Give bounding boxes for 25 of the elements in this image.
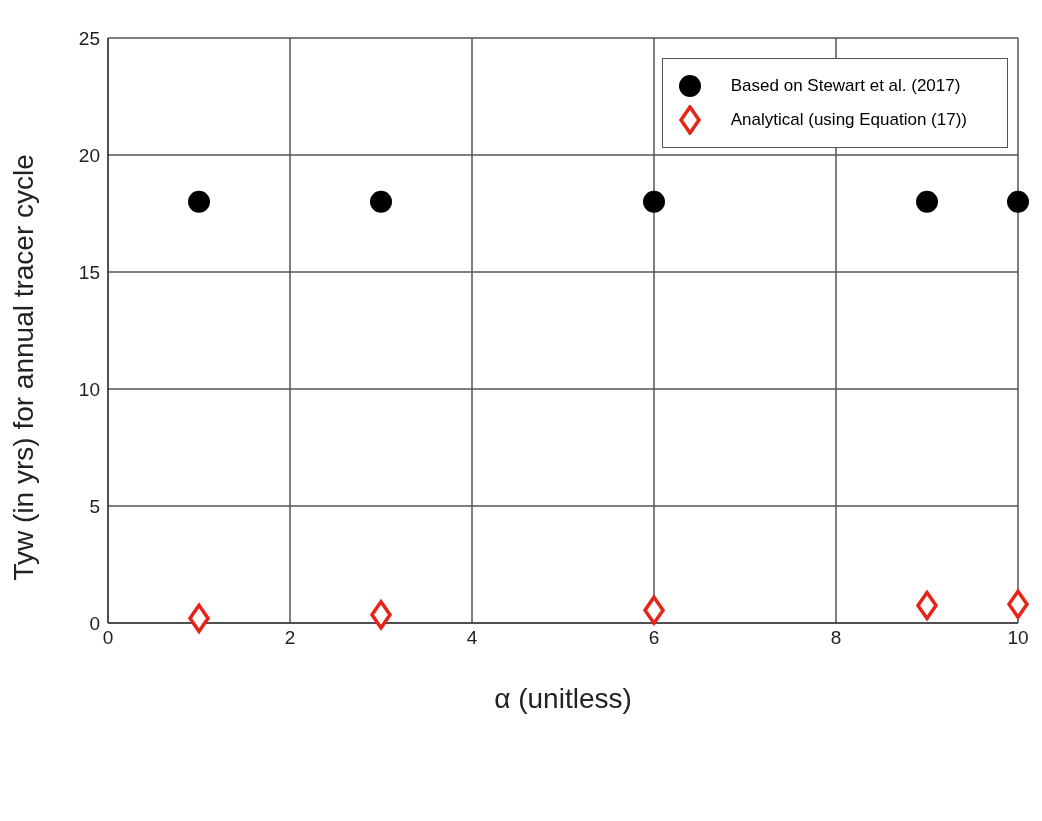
point (643, 190, 665, 213)
point (188, 603, 210, 634)
y-tick-label: 10 (78, 378, 100, 400)
x-tick-label: 6 (648, 627, 660, 649)
y-tick-label: 25 (78, 27, 100, 49)
legend-label: Analytical (using Equation (17)) (730, 110, 967, 130)
point (916, 590, 938, 621)
point (643, 595, 665, 625)
x-tick-label: 2 (284, 627, 296, 649)
y-tick-label: 5 (89, 495, 100, 517)
x-tick-label: 8 (830, 627, 842, 649)
x-tick-label: 10 (1007, 627, 1029, 649)
point (370, 190, 392, 213)
x-axis-title: α (unitless) (494, 683, 632, 714)
y-tick-label: 20 (78, 144, 100, 166)
point (370, 600, 392, 630)
legend-label: Based on Stewart et al. (2017) (730, 76, 961, 96)
y-tick-label: 0 (89, 612, 100, 634)
x-tick-label: 4 (466, 627, 478, 649)
y-tick-label: 15 (78, 261, 100, 283)
point (916, 190, 938, 213)
point (1007, 589, 1029, 620)
point (188, 190, 210, 213)
y-axis-title: Tyw (in yrs) for annual tracer cycle (7, 154, 39, 581)
point (1007, 190, 1029, 213)
